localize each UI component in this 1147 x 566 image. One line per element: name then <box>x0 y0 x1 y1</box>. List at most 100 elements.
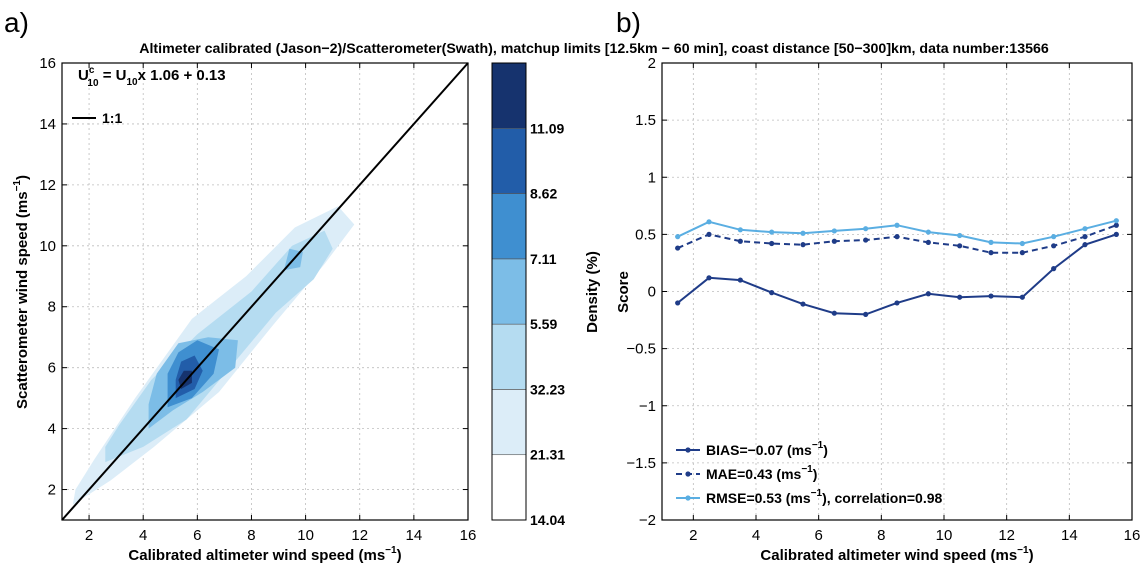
figure-title: Altimeter calibrated (Jason−2)/Scatterom… <box>139 41 1049 57</box>
x-tick-label: 14 <box>406 527 423 544</box>
series-point-0 <box>831 310 837 316</box>
panel-b: b) 2 4 6 8 10 12 14 16 −2 −1.5 −1 −0.5 0 0.5 1 1.5 2 BI… <box>615 7 1140 564</box>
series-point-2 <box>1019 240 1025 247</box>
panel-b-x-axis-label: Calibrated altimeter wind speed (ms−1) <box>760 545 1033 564</box>
colorbar-label: Density (%) <box>584 251 601 333</box>
regression-equation: Uc 10 = U10x 1.06 + 0.13 <box>78 65 226 89</box>
series-point-1 <box>894 234 900 240</box>
y-tick-label: 16 <box>39 55 56 72</box>
y-tick-label: 8 <box>48 299 56 316</box>
x-tick-label: 2 <box>689 527 697 544</box>
x-tick-label: 12 <box>351 527 368 544</box>
panel-a-y-ticks: 2 4 6 8 10 12 14 16 <box>39 55 468 499</box>
y-tick-label: 2 <box>648 55 656 72</box>
series-point-1 <box>1082 234 1088 240</box>
legend-label-rmse: RMSE=0.53 (ms−1), correlation=0.98 <box>706 488 943 506</box>
series-point-0 <box>769 290 775 296</box>
y-tick-label: 6 <box>48 360 56 377</box>
series-point-2 <box>800 230 806 236</box>
series-point-0 <box>675 300 681 306</box>
density-colorbar: 14.04 21.31 32.23 5.59 7.11 8.62 11.09 <box>491 62 565 528</box>
y-tick-label: 0.5 <box>635 226 656 243</box>
series-point-1 <box>957 243 963 249</box>
y-tick-label: −1.5 <box>626 455 656 472</box>
x-tick-label: 14 <box>1061 527 1078 544</box>
series-point-1 <box>769 240 775 247</box>
y-tick-label: 0 <box>648 284 656 301</box>
series-point-0 <box>737 277 743 283</box>
x-tick-label: 12 <box>998 527 1015 544</box>
x-tick-label: 6 <box>193 527 201 544</box>
y-tick-label: 10 <box>39 238 56 255</box>
x-tick-label: 10 <box>297 527 314 544</box>
panel-a-label: a) <box>4 7 29 38</box>
panel-a-y-axis-label: Scatterometer wind speed (ms−1) <box>12 175 31 409</box>
panel-b-series <box>675 218 1119 317</box>
series-point-1 <box>988 250 994 256</box>
series-point-1 <box>675 245 681 251</box>
colorbar-tick-label: 14.04 <box>530 512 565 528</box>
colorbar-tick-label: 11.09 <box>530 120 564 136</box>
y-tick-label: 14 <box>39 116 56 133</box>
series-point-2 <box>957 232 963 239</box>
colorbar-bin <box>491 62 527 129</box>
series-point-0 <box>925 291 931 297</box>
x-tick-label: 16 <box>460 527 477 544</box>
series-point-2 <box>737 227 743 233</box>
series-point-2 <box>706 219 712 225</box>
series-point-1 <box>1113 222 1119 228</box>
series-point-0 <box>894 300 900 306</box>
colorbar-bin <box>491 127 527 194</box>
series-point-2 <box>769 229 775 235</box>
series-point-0 <box>957 294 963 300</box>
series-point-0 <box>1082 242 1088 248</box>
colorbar-tick-label: 7.11 <box>530 251 557 267</box>
x-tick-label: 8 <box>247 527 255 544</box>
panel-b-x-ticks: 2 4 6 8 10 12 14 16 <box>689 63 1140 544</box>
x-tick-label: 10 <box>936 527 953 544</box>
series-point-2 <box>831 228 837 234</box>
y-tick-label: 1 <box>648 169 656 186</box>
series-point-0 <box>863 311 869 317</box>
colorbar-tick-label: 32.23 <box>530 381 565 397</box>
y-tick-label: 12 <box>39 177 56 194</box>
legend-marker-rmse <box>685 495 691 501</box>
series-point-2 <box>1051 234 1057 240</box>
colorbar-bin <box>491 193 527 260</box>
colorbar-tick-label: 5.59 <box>530 316 557 332</box>
y-tick-label: −2 <box>639 512 656 529</box>
panel-a-legend: 1:1 <box>72 110 122 126</box>
x-tick-label: 4 <box>752 527 760 544</box>
x-tick-label: 8 <box>877 527 885 544</box>
series-point-2 <box>894 222 900 228</box>
series-point-0 <box>1113 231 1119 237</box>
y-tick-label: 1.5 <box>635 112 656 129</box>
series-point-2 <box>1113 218 1119 224</box>
legend-label-mae: MAE=0.43 (ms−1) <box>706 464 817 482</box>
legend-marker-mae <box>685 471 691 477</box>
series-point-1 <box>831 238 837 244</box>
y-tick-label: −0.5 <box>626 341 656 358</box>
series-point-1 <box>800 242 806 248</box>
series-point-1 <box>925 239 931 245</box>
panel-a-x-axis-label: Calibrated altimeter wind speed (ms−1) <box>128 545 401 564</box>
x-tick-label: 16 <box>1124 527 1141 544</box>
series-point-0 <box>1051 266 1057 272</box>
panel-b-y-ticks: −2 −1.5 −1 −0.5 0 0.5 1 1.5 2 <box>626 55 1132 529</box>
legend-label-1to1: 1:1 <box>102 110 122 126</box>
colorbar-bin <box>491 258 527 325</box>
y-tick-label: 2 <box>48 482 56 499</box>
series-point-2 <box>863 226 869 232</box>
series-point-2 <box>675 234 681 240</box>
series-point-1 <box>1051 243 1057 249</box>
series-point-2 <box>925 229 931 235</box>
series-point-0 <box>706 275 712 281</box>
series-point-1 <box>863 237 869 243</box>
legend-marker-bias <box>685 447 691 453</box>
x-tick-label: 6 <box>814 527 822 544</box>
colorbar-bin <box>491 389 527 456</box>
colorbar-bin <box>491 454 527 521</box>
colorbar-tick-label: 8.62 <box>530 186 557 202</box>
x-tick-label: 4 <box>139 527 147 544</box>
